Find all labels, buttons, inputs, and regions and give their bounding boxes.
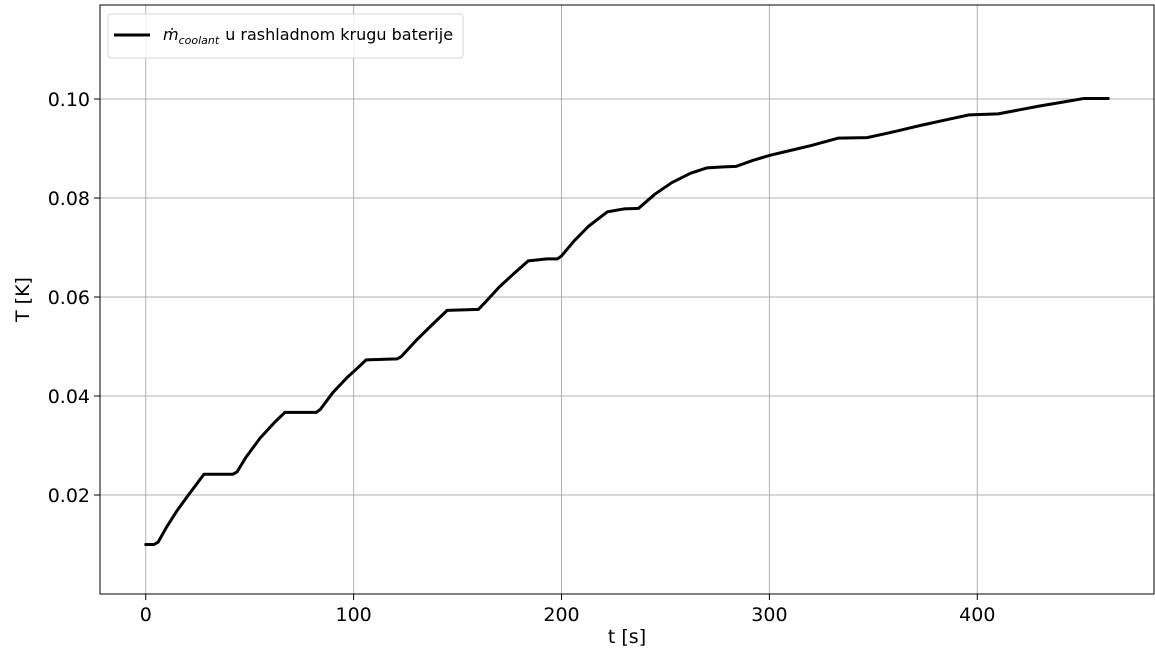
y-tick-label: 0.10 bbox=[48, 89, 90, 111]
y-axis-label: T [K] bbox=[12, 277, 34, 323]
y-gridlines bbox=[100, 98, 1154, 496]
legend-subscript: coolant bbox=[179, 34, 220, 47]
legend: ṁcoolant u rashladnom krugu baterije bbox=[107, 13, 464, 59]
legend-text: u rashladnom krugu baterije bbox=[225, 25, 453, 44]
x-tick-label: 400 bbox=[959, 604, 995, 626]
x-tick-label: 300 bbox=[751, 604, 787, 626]
x-tick-label: 0 bbox=[140, 604, 152, 626]
y-tick-label: 0.02 bbox=[48, 485, 90, 507]
x-axis-ticks: 0 100 200 300 400 bbox=[140, 594, 995, 626]
legend-box bbox=[107, 13, 464, 59]
x-gridlines bbox=[145, 5, 978, 594]
x-axis-label: t [s] bbox=[608, 626, 646, 648]
legend-symbol: ṁ bbox=[163, 25, 179, 44]
y-tick-label: 0.08 bbox=[48, 188, 90, 210]
legend-label: ṁcoolant u rashladnom krugu baterije bbox=[163, 25, 453, 47]
series-layer bbox=[144, 97, 1110, 546]
series-line bbox=[144, 97, 1110, 546]
x-tick-label: 100 bbox=[335, 604, 371, 626]
y-axis-ticks: 0.02 0.04 0.06 0.08 0.10 bbox=[48, 89, 100, 507]
plot-frame bbox=[99, 4, 1155, 595]
y-tick-label: 0.04 bbox=[48, 386, 90, 408]
y-tick-label: 0.06 bbox=[48, 287, 90, 309]
x-tick-label: 200 bbox=[543, 604, 579, 626]
